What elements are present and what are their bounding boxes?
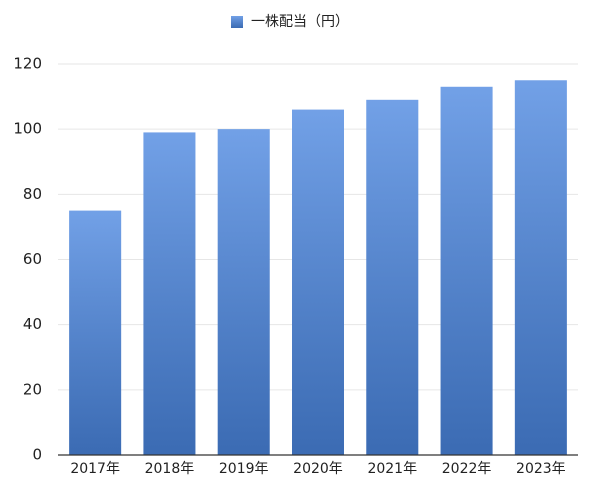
y-tick-label: 0 (32, 446, 42, 464)
bar-shade (69, 210, 122, 455)
x-tick-label: 2017年 (70, 461, 120, 477)
bar-shade (440, 86, 493, 455)
bar-shade (292, 109, 344, 455)
y-tick-label: 80 (23, 185, 42, 203)
x-tick-label: 2018年 (145, 461, 195, 477)
y-tick-label: 20 (23, 380, 42, 398)
y-tick-label: 40 (23, 315, 42, 333)
x-tick-label: 2022年 (442, 461, 492, 477)
legend: 一株配当（円） (231, 14, 349, 30)
x-tick-label: 2020年 (293, 461, 343, 477)
y-tick-label: 100 (13, 120, 42, 138)
y-tick-label: 120 (13, 55, 42, 73)
x-tick-label: 2019年 (219, 461, 269, 477)
bar-shade (514, 80, 567, 456)
bar-shade (143, 132, 196, 456)
legend-label: 一株配当（円） (251, 14, 349, 30)
y-tick-label: 60 (23, 250, 42, 268)
bar-shade (366, 99, 419, 455)
x-tick-label: 2023年 (516, 461, 566, 477)
legend-swatch-shade (231, 16, 243, 28)
bar-shade (217, 129, 270, 455)
x-tick-label: 2021年 (367, 461, 417, 477)
